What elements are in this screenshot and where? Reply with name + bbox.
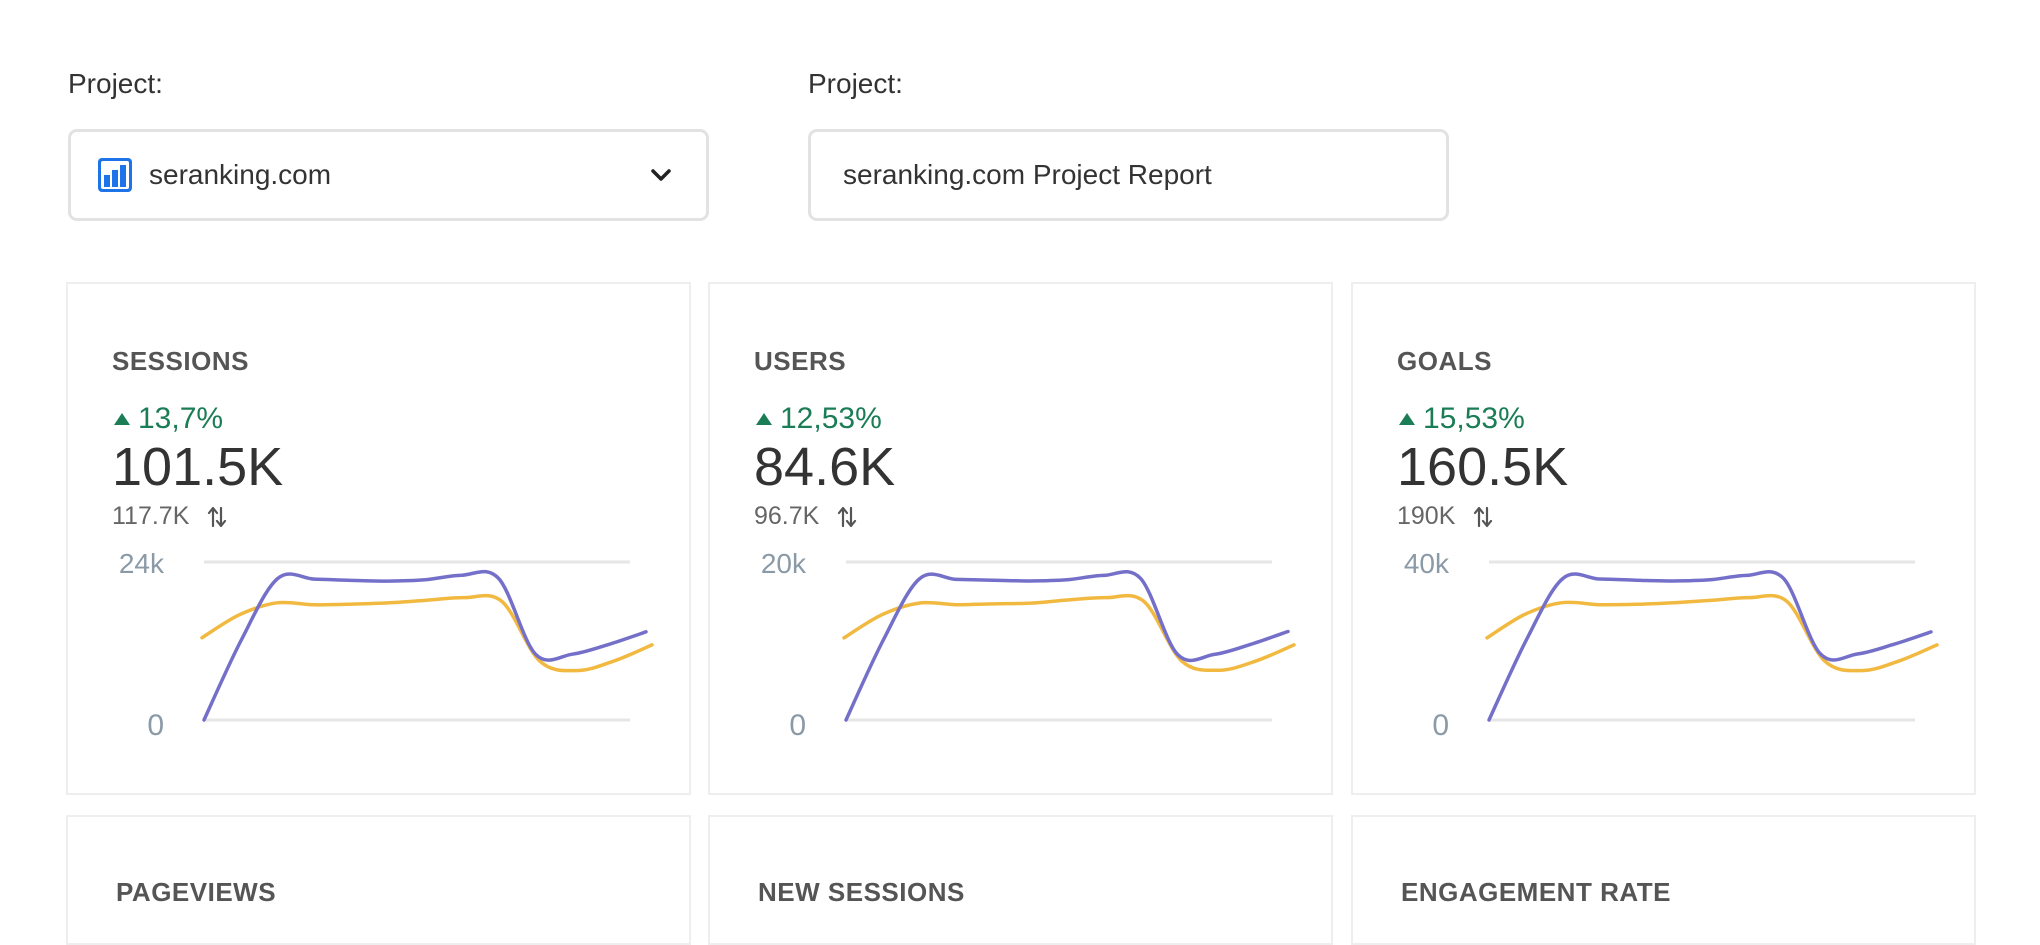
series-line-current bbox=[202, 569, 648, 722]
report-title-label: Project: bbox=[808, 68, 903, 99]
y-tick-max: 40k bbox=[1404, 548, 1450, 579]
card-title: ENGAGEMENT RATE bbox=[1401, 877, 1671, 907]
compare-row: 190K bbox=[1397, 502, 1493, 531]
arrow-up-icon bbox=[1399, 413, 1415, 425]
sessions-card: SESSIONS 13,7% 101.5K 117.7K 24k 0 bbox=[66, 282, 691, 795]
chevron-down-icon[interactable] bbox=[648, 162, 674, 188]
delta-badge: 12,53% bbox=[756, 402, 882, 436]
y-tick-min: 0 bbox=[1432, 709, 1449, 742]
card-title: GOALS bbox=[1397, 346, 1492, 376]
users-card: USERS 12,53% 84.6K 96.7K 20k 0 bbox=[708, 282, 1333, 795]
compare-row: 117.7K bbox=[112, 502, 227, 531]
delta-badge: 13,7% bbox=[114, 402, 223, 436]
y-tick-min: 0 bbox=[789, 709, 806, 742]
compare-row: 96.7K bbox=[754, 502, 857, 531]
y-tick-min: 0 bbox=[147, 709, 164, 742]
compare-value: 96.7K bbox=[754, 502, 820, 530]
card-title: PAGEVIEWS bbox=[116, 877, 277, 907]
card-title: NEW SESSIONS bbox=[758, 877, 965, 907]
project-select[interactable]: seranking.com bbox=[68, 129, 709, 221]
goals-card: GOALS 15,53% 160.5K 190K 40k 0 bbox=[1351, 282, 1976, 795]
delta-value: 12,53% bbox=[780, 402, 882, 435]
swap-vertical-icon[interactable] bbox=[207, 505, 227, 529]
sessions-chart: 24k 0 bbox=[119, 548, 654, 742]
series-line-current bbox=[1487, 570, 1933, 722]
new-sessions-card: NEW SESSIONS bbox=[708, 815, 1333, 945]
swap-vertical-icon[interactable] bbox=[1473, 505, 1493, 529]
metric-value: 84.6K bbox=[754, 437, 896, 497]
series-line-current bbox=[844, 569, 1290, 722]
card-title: SESSIONS bbox=[112, 346, 249, 376]
series-line-previous bbox=[842, 593, 1296, 673]
pageviews-card: PAGEVIEWS bbox=[66, 815, 691, 945]
series-line-previous bbox=[200, 593, 654, 673]
delta-value: 15,53% bbox=[1423, 402, 1525, 435]
y-tick-max: 24k bbox=[119, 548, 165, 579]
y-tick-max: 20k bbox=[761, 548, 807, 579]
report-title-field-wrapper bbox=[808, 129, 1449, 221]
bar-chart-icon bbox=[98, 158, 132, 192]
metric-value: 101.5K bbox=[112, 437, 284, 497]
delta-value: 13,7% bbox=[138, 402, 224, 435]
card-title: USERS bbox=[754, 346, 847, 376]
delta-badge: 15,53% bbox=[1399, 402, 1525, 436]
metric-value: 160.5K bbox=[1397, 437, 1569, 497]
arrow-up-icon bbox=[114, 413, 130, 425]
report-title-input[interactable] bbox=[841, 158, 1405, 192]
project-selector-label: Project: bbox=[68, 68, 163, 99]
compare-value: 117.7K bbox=[112, 502, 190, 530]
compare-value: 190K bbox=[1397, 502, 1456, 530]
engagement-rate-card: ENGAGEMENT RATE bbox=[1351, 815, 1976, 945]
arrow-up-icon bbox=[756, 413, 772, 425]
goals-chart: 40k 0 bbox=[1404, 548, 1939, 742]
swap-vertical-icon[interactable] bbox=[837, 505, 857, 529]
project-select-value: seranking.com bbox=[149, 159, 332, 190]
series-line-previous bbox=[1485, 593, 1939, 673]
users-chart: 20k 0 bbox=[761, 548, 1296, 742]
